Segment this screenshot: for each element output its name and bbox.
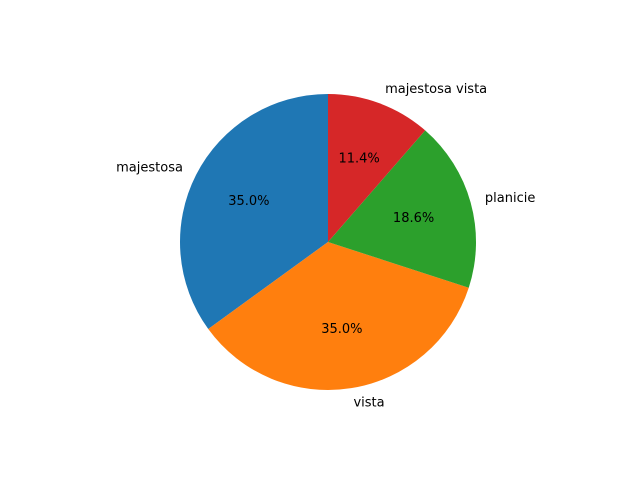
pie-slices xyxy=(180,94,477,390)
pie-slice-planicie xyxy=(328,130,477,288)
pie-slice-vista xyxy=(208,242,469,390)
pie-slice-majestosa-vista xyxy=(328,94,426,242)
slice-label-planicie: planicie xyxy=(485,191,535,206)
pct-label-majestosa-vista: 11.4% xyxy=(338,151,379,166)
pct-label-majestosa: 35.0% xyxy=(228,194,269,209)
slice-label-vista: vista xyxy=(353,395,384,410)
slice-label-majestosa-vista: majestosa vista xyxy=(385,82,487,97)
pct-label-vista: 35.0% xyxy=(321,322,362,337)
pie-labels: majestosa 35.0% vista 35.0% planicie 18.6% maj… xyxy=(116,82,535,410)
pie-slice-majestosa xyxy=(180,94,328,329)
slice-label-majestosa: majestosa xyxy=(116,161,183,176)
pct-label-planicie: 18.6% xyxy=(393,211,434,226)
